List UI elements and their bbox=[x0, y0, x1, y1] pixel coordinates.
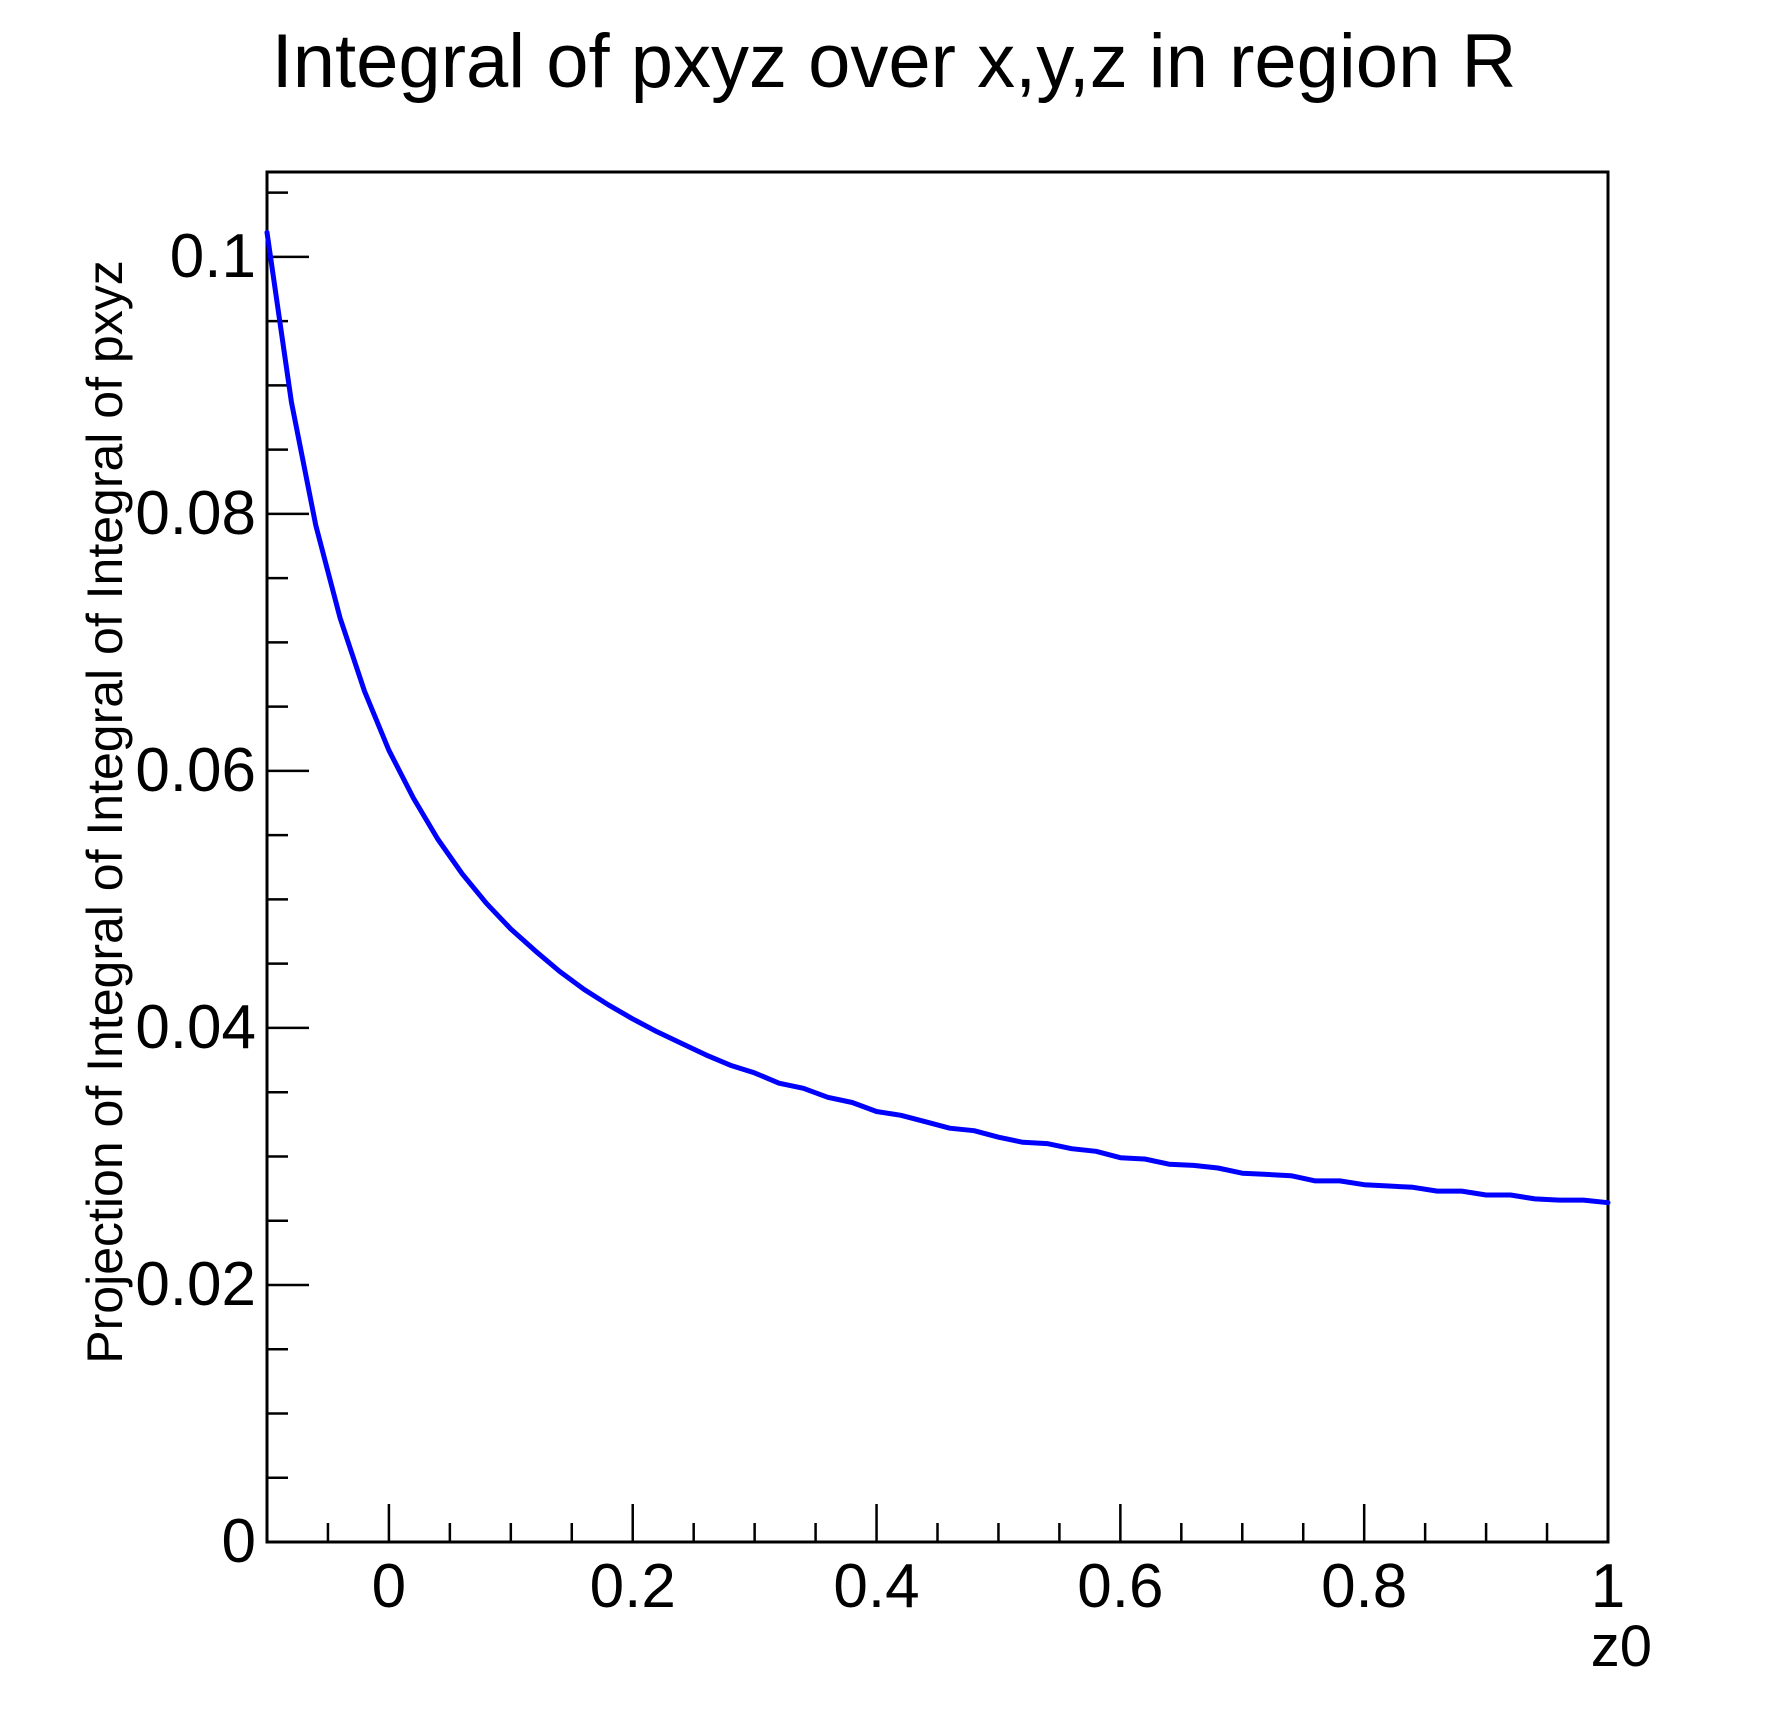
y-tick-label: 0 bbox=[221, 1507, 256, 1576]
plot-frame bbox=[265, 170, 1610, 1544]
y-tick-label: 0.02 bbox=[135, 1249, 256, 1319]
x-tick-label: 0.8 bbox=[1321, 1552, 1408, 1621]
data-curve bbox=[264, 229, 1611, 1206]
x-tick-label: 0.2 bbox=[589, 1552, 676, 1621]
x-tick-label: 0.6 bbox=[1077, 1552, 1164, 1621]
x-tick-label: 0.4 bbox=[833, 1552, 920, 1621]
y-tick-label: 0.1 bbox=[169, 221, 256, 291]
x-tick-label: 0 bbox=[371, 1552, 407, 1621]
axis-ticks bbox=[265, 191, 1610, 1544]
y-tick-label: 0.06 bbox=[135, 735, 256, 805]
chart-title: Integral of pxyz over x,y,z in region R bbox=[271, 19, 1517, 104]
y-tick-label: 0.08 bbox=[135, 478, 256, 548]
x-tick-label: 1 bbox=[1590, 1552, 1626, 1621]
y-tick-label: 0.04 bbox=[135, 992, 256, 1062]
x-axis-title: z0 bbox=[1590, 1614, 1652, 1679]
